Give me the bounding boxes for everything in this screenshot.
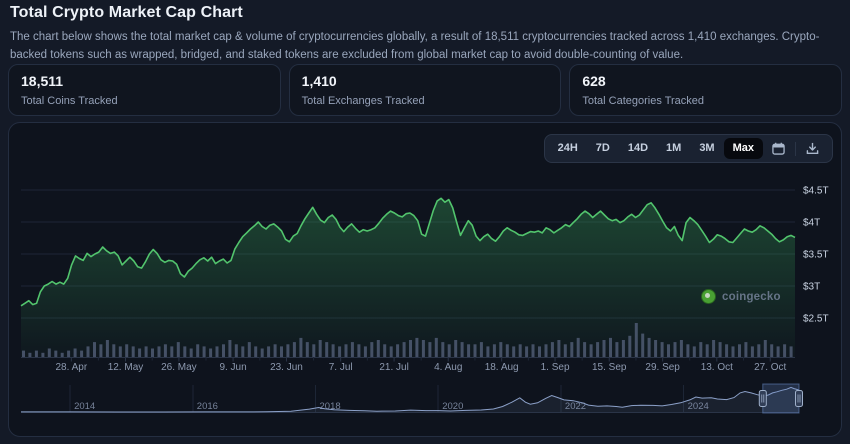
y-axis-label: $2.5T (803, 314, 829, 325)
navigator-year-label: 2018 (320, 401, 341, 412)
calendar-icon (772, 142, 785, 155)
download-button[interactable] (797, 139, 828, 158)
x-axis-label: 27. Oct (754, 362, 786, 373)
range-button-14d[interactable]: 14D (619, 138, 657, 159)
x-axis-label: 4. Aug (434, 362, 462, 373)
navigator-selection[interactable] (762, 383, 800, 414)
x-axis-label: 13. Oct (701, 362, 733, 373)
x-axis-label: 26. May (161, 362, 197, 373)
x-axis-label: 23. Jun (270, 362, 303, 373)
nav-handle-right[interactable] (795, 390, 803, 407)
y-axis-label: $3.5T (803, 250, 829, 261)
range-button-max[interactable]: Max (723, 137, 763, 160)
calendar-button[interactable] (763, 139, 794, 158)
navigator-year-label: 2024 (688, 401, 709, 412)
x-axis-label: 1. Sep (541, 362, 570, 373)
page-title: Total Crypto Market Cap Chart (10, 4, 243, 21)
x-axis-label: 28. Apr (55, 362, 87, 373)
x-axis-label: 21. Jul (379, 362, 408, 373)
y-axis-label: $4.5T (803, 186, 829, 197)
stat-label-coins: Total Coins Tracked (21, 95, 118, 107)
nav-handle-left[interactable] (758, 390, 767, 407)
volume-bars (22, 323, 793, 358)
page-description: The chart below shows the total market c… (10, 31, 820, 62)
stat-label-categories: Total Categories Tracked (582, 95, 705, 107)
chart-panel: $4.5T $4T $3.5T $3T $2.5T 28. Apr 12. May 26. M… (8, 122, 842, 437)
range-button-1m[interactable]: 1M (657, 138, 690, 159)
stat-value-categories: 628 (582, 73, 606, 89)
price-area (21, 198, 795, 357)
range-button-7d[interactable]: 7D (587, 138, 619, 159)
navigator-year-label: 2022 (565, 401, 586, 412)
navigator-year-label: 2020 (442, 401, 463, 412)
page-header: Total Crypto Market Cap Chart The chart … (10, 4, 840, 65)
range-selector: 24H 7D 14D 1M 3M Max (543, 134, 833, 163)
x-axis-label: 18. Aug (485, 362, 519, 373)
divider (795, 141, 796, 156)
stat-card-categories: 628 Total Categories Tracked (569, 64, 843, 116)
stat-card-coins: 18,511 Total Coins Tracked (8, 64, 281, 116)
market-cap-chart[interactable]: $4.5T $4T $3.5T $3T $2.5T 28. Apr 12. May 26. M… (9, 123, 841, 436)
range-button-3m[interactable]: 3M (690, 138, 723, 159)
range-button-24h[interactable]: 24H (549, 138, 587, 159)
y-axis-label: $3T (803, 282, 820, 293)
x-axis-label: 12. May (108, 362, 144, 373)
price-line (20, 197, 796, 307)
y-axis-label: $4T (803, 218, 820, 229)
x-axis-label: 15. Sep (592, 362, 627, 373)
navigator-line (21, 386, 800, 413)
navigator-year-label: 2016 (197, 401, 218, 412)
stats-row: 18,511 Total Coins Tracked 1,410 Total E… (8, 64, 843, 116)
navigator-area (21, 387, 799, 412)
x-axis-label: 29. Sep (645, 362, 680, 373)
stat-card-exchanges: 1,410 Total Exchanges Tracked (288, 64, 562, 116)
stat-value-coins: 18,511 (21, 73, 64, 89)
stat-label-exchanges: Total Exchanges Tracked (301, 95, 425, 107)
stat-value-exchanges: 1,410 (301, 73, 337, 89)
x-axis-label: 7. Jul (329, 362, 353, 373)
navigator-year-label: 2014 (74, 401, 95, 412)
x-axis-label: 9. Jun (219, 362, 246, 373)
download-icon (806, 142, 819, 155)
